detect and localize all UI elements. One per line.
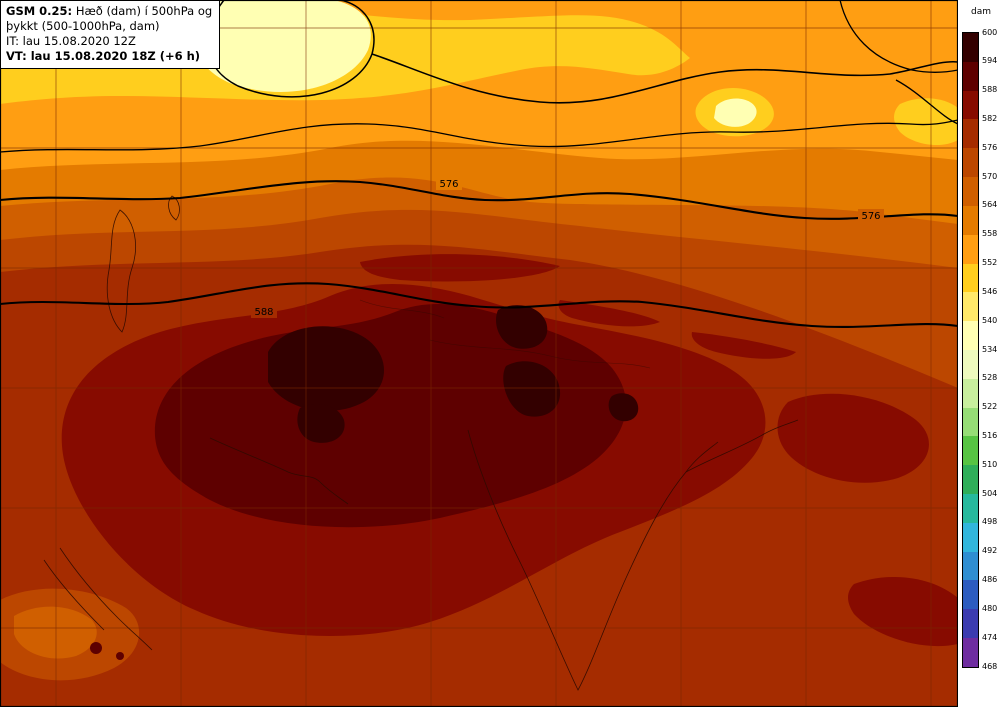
title-text: Hæð (dam) í 500hPa og — [75, 4, 213, 18]
title-box: GSM 0.25: Hæð (dam) í 500hPa og þykkt (5… — [0, 0, 221, 69]
contour-mid — [0, 119, 958, 153]
india-coastline — [467, 429, 719, 691]
persian-gulf-coast — [209, 437, 349, 505]
legend-color-band — [963, 61, 978, 91]
legend-tick-label: 600 — [982, 27, 998, 37]
caspian-sea-coast — [106, 209, 136, 333]
legend-color-band — [963, 263, 978, 293]
legend-color-band — [963, 119, 978, 149]
title-line-1: GSM 0.25: Hæð (dam) í 500hPa og — [6, 4, 212, 19]
contour-label-576-west: 576 — [439, 179, 458, 190]
legend-color-band — [963, 580, 978, 610]
legend-tick-label: 504 — [982, 488, 998, 498]
legend-tick-label: 564 — [982, 200, 998, 210]
legend-tick-label: 468 — [982, 661, 998, 671]
contour-576 — [0, 180, 958, 220]
contour-label-group: 576 576 588 — [251, 177, 884, 318]
legend-tick-label: 492 — [982, 546, 998, 556]
legend-tick-label: 474 — [982, 632, 998, 642]
legend-tick-label: 498 — [982, 517, 998, 527]
bengal-coastline — [685, 419, 799, 473]
legend-color-band — [963, 205, 978, 235]
legend-color-band — [963, 90, 978, 120]
legend: dam 600 594 588 582 576 570 564 558 552 546 540 534… — [958, 0, 1000, 707]
legend-bar — [962, 32, 979, 668]
legend-tick-label: 540 — [982, 315, 998, 325]
red-sea-coast — [43, 547, 153, 651]
legend-color-band — [963, 321, 978, 350]
map-canvas: 576 576 588 — [0, 0, 958, 707]
legend-tick-label: 558 — [982, 229, 998, 239]
legend-tick-label: 510 — [982, 459, 998, 469]
contour-ne-arc-2 — [839, 0, 958, 73]
legend-tick-label: 576 — [982, 142, 998, 152]
legend-tick-label: 522 — [982, 402, 998, 412]
contour-upper — [371, 53, 958, 104]
legend-tick-label: 528 — [982, 373, 998, 383]
aral-sea-coast — [168, 195, 180, 221]
height-contours — [0, 0, 958, 329]
legend-color-band — [963, 292, 978, 322]
legend-color-band — [963, 234, 978, 264]
coastlines — [43, 195, 799, 691]
legend-color-band — [963, 177, 978, 206]
latlon-grid — [0, 0, 958, 707]
legend-color-band — [963, 349, 978, 379]
legend-tick-label: 486 — [982, 575, 998, 585]
legend-color-band — [963, 551, 978, 581]
contour-588 — [0, 282, 958, 329]
inland-border-2 — [359, 299, 445, 319]
legend-color-band — [963, 494, 978, 523]
legend-color-band — [963, 378, 978, 408]
model-name: GSM 0.25: — [6, 4, 73, 18]
legend-tick-label: 516 — [982, 430, 998, 440]
legend-tick-label: 552 — [982, 258, 998, 268]
legend-color-band — [963, 33, 978, 62]
legend-tick-label: 534 — [982, 344, 998, 354]
legend-color-band — [963, 148, 978, 178]
valid-time: VT: lau 15.08.2020 18Z (+6 h) — [6, 48, 201, 63]
legend-color-band — [963, 609, 978, 639]
legend-tick-label: 480 — [982, 603, 998, 613]
legend-tick-label: 546 — [982, 286, 998, 296]
contour-label-588: 588 — [254, 307, 273, 318]
init-time: IT: lau 15.08.2020 12Z — [6, 33, 136, 48]
title-line-2: þykkt (500-1000hPa, dam) — [6, 18, 160, 33]
contour-ne-arc-1 — [895, 79, 958, 125]
legend-tick-label: 570 — [982, 171, 998, 181]
legend-color-band — [963, 522, 978, 552]
contour-label-576-east: 576 — [861, 211, 880, 222]
inland-border-1 — [429, 339, 651, 369]
legend-color-band — [963, 465, 978, 494]
thickness-fill-regions — [0, 0, 958, 707]
legend-color-band — [963, 638, 978, 667]
legend-unit-label: dam — [971, 7, 991, 17]
legend-tick-label: 582 — [982, 113, 998, 123]
legend-tick-label: 588 — [982, 85, 998, 95]
legend-tick-label: 594 — [982, 56, 998, 66]
legend-color-band — [963, 436, 978, 466]
legend-color-band — [963, 407, 978, 437]
